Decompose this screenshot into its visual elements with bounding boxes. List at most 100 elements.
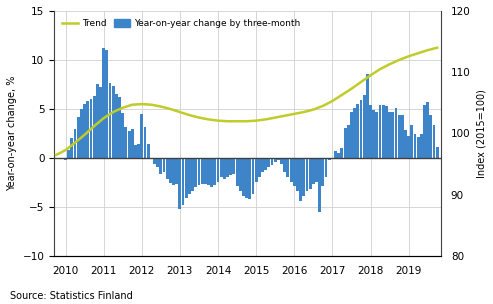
Bar [324,158,327,177]
Bar [347,125,350,158]
Bar [366,74,369,158]
Y-axis label: Year-on-year change, %: Year-on-year change, % [7,76,17,191]
Bar [153,158,156,164]
Legend: Trend, Year-on-year change by three-month: Trend, Year-on-year change by three-mont… [59,16,304,32]
Bar [391,112,394,158]
Bar [115,94,118,158]
Bar [296,158,299,191]
Bar [271,158,274,165]
Bar [80,109,83,158]
Bar [363,95,366,158]
Bar [181,158,184,205]
Bar [404,130,407,158]
Bar [280,158,283,164]
Bar [108,84,111,158]
Bar [423,105,426,158]
Bar [229,158,232,175]
Bar [86,101,89,158]
Bar [382,105,385,158]
Bar [255,158,257,181]
Bar [163,158,166,172]
Y-axis label: Index (2015=100): Index (2015=100) [476,89,486,178]
Bar [290,158,292,181]
Bar [315,158,318,181]
Bar [264,158,267,170]
Bar [210,158,213,188]
Bar [239,158,242,191]
Bar [334,151,337,158]
Bar [321,158,324,186]
Bar [328,158,331,160]
Bar [331,158,334,159]
Bar [166,158,169,178]
Bar [379,105,382,158]
Bar [236,158,239,186]
Bar [207,158,210,185]
Bar [302,158,305,196]
Bar [223,158,226,178]
Bar [277,158,280,160]
Bar [318,158,321,212]
Bar [73,129,76,158]
Bar [394,108,397,158]
Bar [70,138,73,158]
Bar [67,150,70,158]
Bar [398,115,400,158]
Bar [134,145,137,158]
Bar [121,113,124,158]
Bar [312,158,315,185]
Bar [169,158,172,182]
Bar [372,110,375,158]
Bar [306,158,309,191]
Bar [242,158,245,196]
Bar [124,127,127,158]
Bar [102,48,105,158]
Bar [376,112,378,158]
Bar [344,128,347,158]
Bar [131,129,134,158]
Bar [147,144,149,158]
Bar [220,158,223,177]
Bar [128,130,131,158]
Bar [337,153,340,158]
Bar [433,125,435,158]
Bar [436,147,439,158]
Bar [293,158,296,186]
Bar [353,108,356,158]
Bar [216,158,219,181]
Bar [426,102,429,158]
Bar [188,158,191,194]
Bar [83,104,86,158]
Bar [417,137,420,158]
Bar [64,158,67,160]
Bar [388,112,391,158]
Bar [201,158,204,185]
Bar [90,99,92,158]
Bar [112,86,114,158]
Bar [251,158,254,194]
Bar [191,158,194,191]
Bar [159,158,162,174]
Bar [286,158,289,177]
Bar [401,115,404,158]
Bar [198,158,200,185]
Bar [258,158,261,177]
Bar [194,158,197,188]
Bar [309,158,312,189]
Bar [213,158,216,185]
Bar [248,158,251,199]
Bar [141,114,143,158]
Bar [156,158,159,167]
Bar [178,158,181,209]
Bar [410,125,413,158]
Text: Source: Statistics Finland: Source: Statistics Finland [10,291,133,301]
Bar [233,158,235,174]
Bar [369,105,372,158]
Bar [185,158,188,198]
Bar [359,100,362,158]
Bar [118,97,121,158]
Bar [420,134,423,158]
Bar [385,106,388,158]
Bar [245,158,248,198]
Bar [77,117,80,158]
